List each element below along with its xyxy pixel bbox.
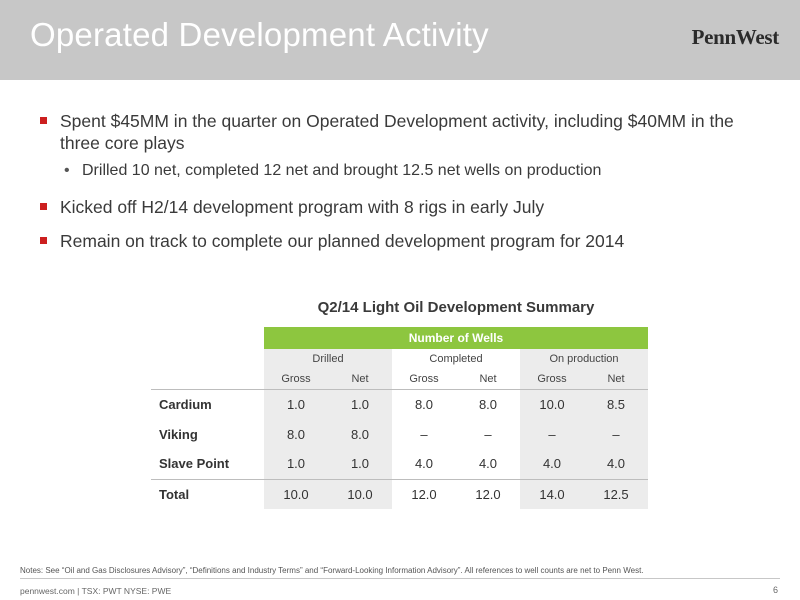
table-cell: 12.0 xyxy=(392,478,456,509)
table-cell: 10.0 xyxy=(520,389,584,419)
table-cell: 4.0 xyxy=(584,449,648,479)
pennwest-logo: PennWest xyxy=(691,25,780,49)
header-bar: Operated Development Activity PennWest xyxy=(0,0,800,80)
table-cell: – xyxy=(420,426,428,442)
table-cell: 1.0 xyxy=(264,389,328,419)
table-cell: 1.0 xyxy=(328,449,392,479)
bullet-text: Remain on track to complete our planned … xyxy=(60,231,625,251)
row-label: Total xyxy=(151,478,264,509)
table-row: Viking 8.0 8.0 – – – – xyxy=(151,419,648,449)
bullet-item: Remain on track to complete our planned … xyxy=(36,230,766,252)
page-number: 6 xyxy=(772,585,778,595)
table-cell: 10.0 xyxy=(328,478,392,509)
row-label: Slave Point xyxy=(159,456,230,472)
table-cell: 1.0 xyxy=(328,389,392,419)
footer-text: pennwest.com | TSX: PWT NYSE: PWE xyxy=(20,586,172,596)
row-label: Cardium xyxy=(159,396,212,412)
table-cell: 14.0 xyxy=(520,478,584,509)
empty-cell xyxy=(151,349,264,369)
table-category-row: Drilled Completed On production xyxy=(151,349,648,369)
table-cell: 4.0 xyxy=(478,456,498,472)
column-header: Net xyxy=(328,369,392,390)
table-cell: 8.0 xyxy=(328,419,392,449)
number-of-wells-header: Number of Wells xyxy=(264,327,648,349)
table-row: Cardium 1.0 1.0 8.0 8.0 10.0 8.5 xyxy=(151,389,648,419)
red-square-bullet-icon xyxy=(40,117,47,124)
empty-cell xyxy=(151,369,264,390)
bullet-text: Kicked off H2/14 development program wit… xyxy=(60,197,545,217)
red-square-bullet-icon xyxy=(40,237,47,244)
table-cell: 8.0 xyxy=(414,396,434,412)
table-cell: – xyxy=(584,419,648,449)
table-subheader-row: Gross Net Gross Net Gross Net xyxy=(151,369,648,390)
table-total-row: Total 10.0 10.0 12.0 12.0 14.0 12.5 xyxy=(151,478,648,509)
table-cell: – xyxy=(520,419,584,449)
table-cell: 10.0 xyxy=(264,478,328,509)
column-header: Net xyxy=(456,369,520,390)
column-header: Gross xyxy=(264,369,328,390)
bullet-list: Spent $45MM in the quarter on Operated D… xyxy=(36,110,766,258)
bullet-text: Spent $45MM in the quarter on Operated D… xyxy=(60,111,734,153)
row-label: Viking xyxy=(159,426,198,442)
on-production-header: On production xyxy=(520,349,648,369)
dot-bullet-icon: • xyxy=(64,162,70,179)
table-cell: 1.0 xyxy=(264,449,328,479)
bullet-item: Kicked off H2/14 development program wit… xyxy=(36,196,766,218)
column-header: Gross xyxy=(520,369,584,390)
table-cell: 4.0 xyxy=(520,449,584,479)
table-row: Slave Point 1.0 1.0 4.0 4.0 4.0 4.0 xyxy=(151,449,648,479)
column-header: Gross xyxy=(392,369,456,390)
sub-bullet-item: • Drilled 10 net, completed 12 net and b… xyxy=(36,160,766,182)
slide-title: Operated Development Activity xyxy=(30,16,489,53)
empty-cell xyxy=(151,327,264,349)
table-cell: 12.0 xyxy=(456,478,520,509)
table-cell: 4.0 xyxy=(414,456,434,472)
drilled-header: Drilled xyxy=(264,349,392,369)
column-header: Net xyxy=(584,369,648,390)
table-group-header-row: Number of Wells xyxy=(151,327,648,349)
table-title: Q2/14 Light Oil Development Summary xyxy=(317,299,595,316)
completed-header: Completed xyxy=(429,353,483,365)
table-cell: 8.0 xyxy=(264,419,328,449)
sub-bullet-text: Drilled 10 net, completed 12 net and bro… xyxy=(82,162,602,179)
footer-divider xyxy=(20,578,780,579)
table-cell: 8.0 xyxy=(478,396,498,412)
table-cell: 12.5 xyxy=(584,478,648,509)
development-summary-table: Number of Wells Drilled Completed On pro… xyxy=(151,327,648,509)
table-cell: 8.5 xyxy=(584,389,648,419)
bullet-item: Spent $45MM in the quarter on Operated D… xyxy=(36,110,766,154)
table-cell: – xyxy=(484,426,492,442)
footnote: Notes: See “Oil and Gas Disclosures Advi… xyxy=(20,566,644,575)
red-square-bullet-icon xyxy=(40,203,47,210)
